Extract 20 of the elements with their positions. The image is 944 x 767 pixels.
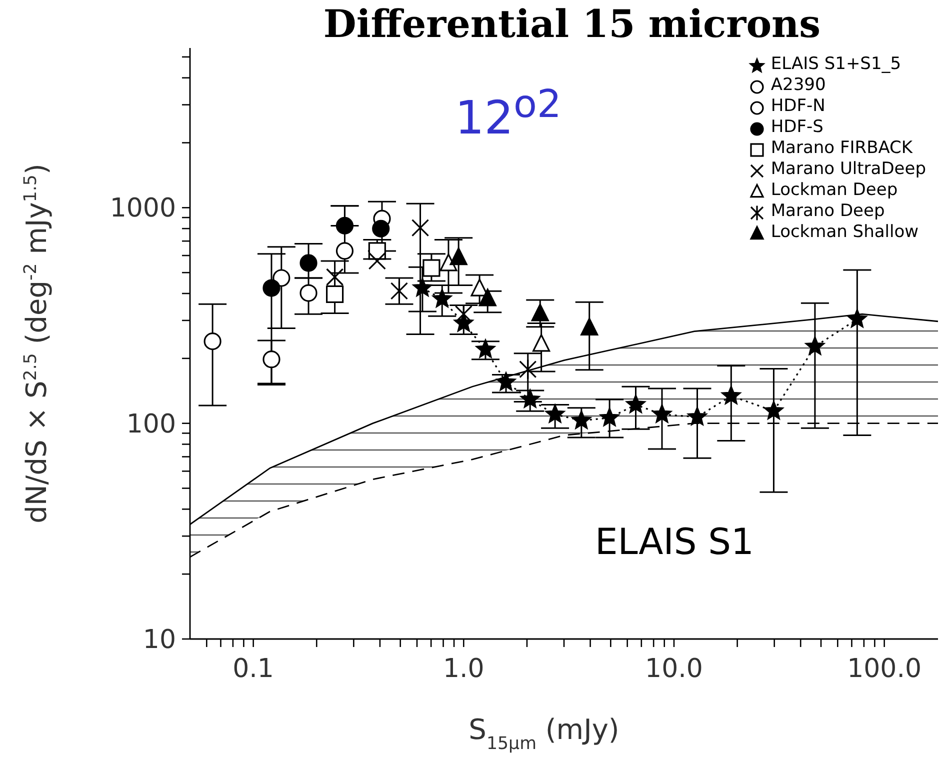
y-tick-label: 10 <box>142 625 176 655</box>
chart-title: Differential 15 microns <box>322 1 822 46</box>
x-tick-label: 1.0 <box>442 654 484 684</box>
legend-label: Lockman Deep <box>770 180 898 201</box>
x-axis-title: S$_{15μm}$ (mJy) <box>468 713 620 754</box>
legend-label: ELAIS S1+S1_5 <box>770 54 902 75</box>
y-tick-label: 1000 <box>110 194 176 224</box>
legend-label: Lockman Shallow <box>770 222 919 243</box>
annotation: 12$^{o2}$ <box>455 82 562 144</box>
legend-label: Marano Deep <box>770 201 885 222</box>
annotation: ELAIS S1 <box>595 522 754 563</box>
legend-label: Marano UltraDeep <box>770 159 926 180</box>
legend-label: HDF-N <box>770 96 826 117</box>
x-tick-label: 0.1 <box>232 654 274 684</box>
legend-label: Marano FIRBACK <box>770 138 913 159</box>
y-tick-label: 100 <box>126 409 176 440</box>
x-tick-label: 10.0 <box>645 654 703 684</box>
x-tick-label: 100.0 <box>847 654 922 684</box>
legend-label: A2390 <box>770 75 826 96</box>
legend-label: HDF-S <box>770 117 824 138</box>
